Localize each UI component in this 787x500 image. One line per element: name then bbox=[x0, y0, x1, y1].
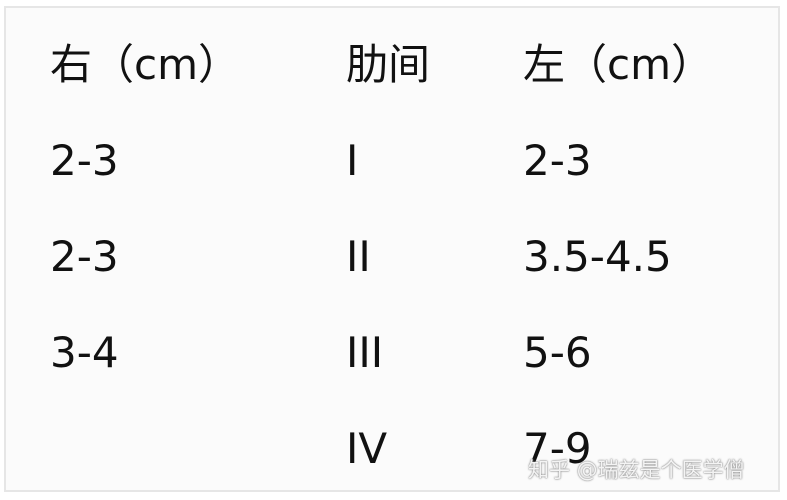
table-cell: 2-3 bbox=[50, 232, 119, 281]
table-cell: II bbox=[346, 232, 371, 281]
table-cell: 2-3 bbox=[50, 136, 119, 185]
header-intercostal: 肋间 bbox=[346, 40, 431, 89]
header-right-cm: 右（cm） bbox=[50, 40, 241, 89]
table-cell: 5-6 bbox=[523, 328, 592, 377]
table-cell: 2-3 bbox=[523, 136, 592, 185]
table-frame bbox=[4, 6, 780, 492]
table-cell: 3.5-4.5 bbox=[523, 232, 672, 281]
table-cell: III bbox=[346, 328, 384, 377]
table-cell: IV bbox=[346, 424, 388, 473]
table-cell: 3-4 bbox=[50, 328, 119, 377]
table-cell: 7-9 bbox=[523, 424, 592, 473]
header-left-cm: 左（cm） bbox=[523, 40, 714, 89]
watermark: 知乎 @瑞兹是个医学僧 bbox=[528, 458, 745, 482]
table-cell: I bbox=[346, 136, 359, 185]
